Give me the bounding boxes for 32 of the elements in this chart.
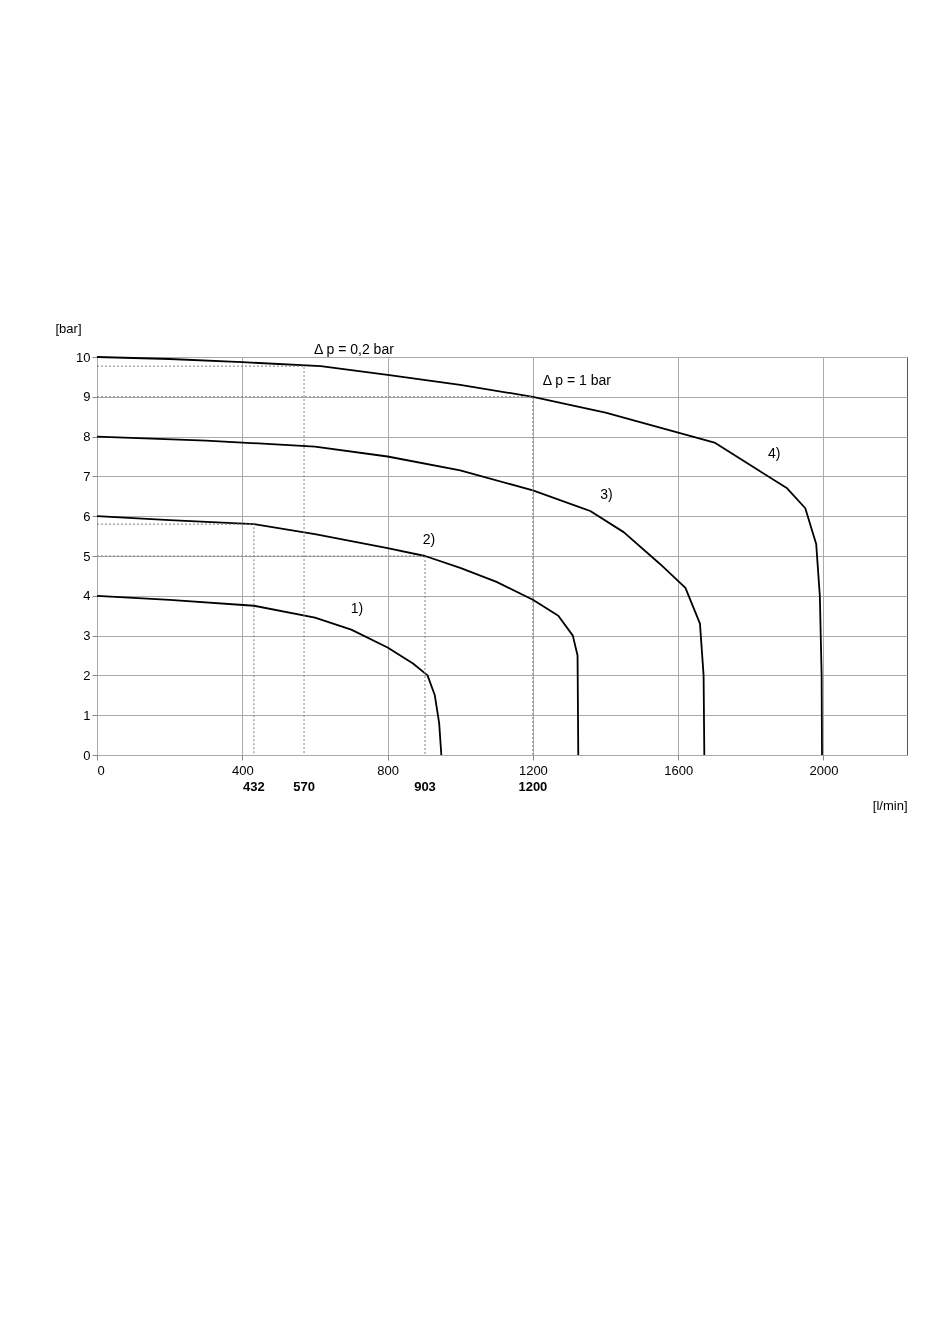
x-tick-label: 2000 [809,762,839,778]
y-tick-label: 1 [83,707,91,723]
annotation: 1200 [518,779,548,794]
y-tick-label: 7 [83,468,91,484]
annotation: Δ p = 0,2 bar [314,341,395,358]
x-tick-label: 1600 [664,762,694,778]
x-tick-label: 800 [377,762,399,778]
annotation: 903 [414,779,436,794]
annotation: 2) [422,531,436,547]
line-series [96,435,706,756]
x-tick-label: 400 [231,762,254,778]
y-tick-label: 5 [83,548,91,564]
y-tick-label: 3 [83,628,91,644]
x-tick-label: 1200 [518,762,548,778]
y-tick-label: 0 [83,747,91,763]
annotation: 570 [293,779,315,794]
x-axis-title: [l/min] [872,797,908,813]
y-tick-label: 2 [83,667,91,683]
annotation: 3) [600,486,613,503]
annotation: 1) [350,599,364,616]
x-tick-label: 0 [97,762,105,778]
y-tick-label: 8 [83,429,91,445]
annotation: Δ p = 1 bar [542,371,612,388]
annotation: 432 [243,779,265,794]
line-series [96,515,580,756]
y-tick-label: 10 [76,349,91,365]
line-series [96,594,443,756]
y-axis-title: [bar] [55,320,82,336]
y-tick-label: 9 [83,389,91,405]
y-tick-label: 4 [83,588,91,604]
y-tick-label: 6 [83,508,91,524]
annotation: 4) [768,445,781,462]
